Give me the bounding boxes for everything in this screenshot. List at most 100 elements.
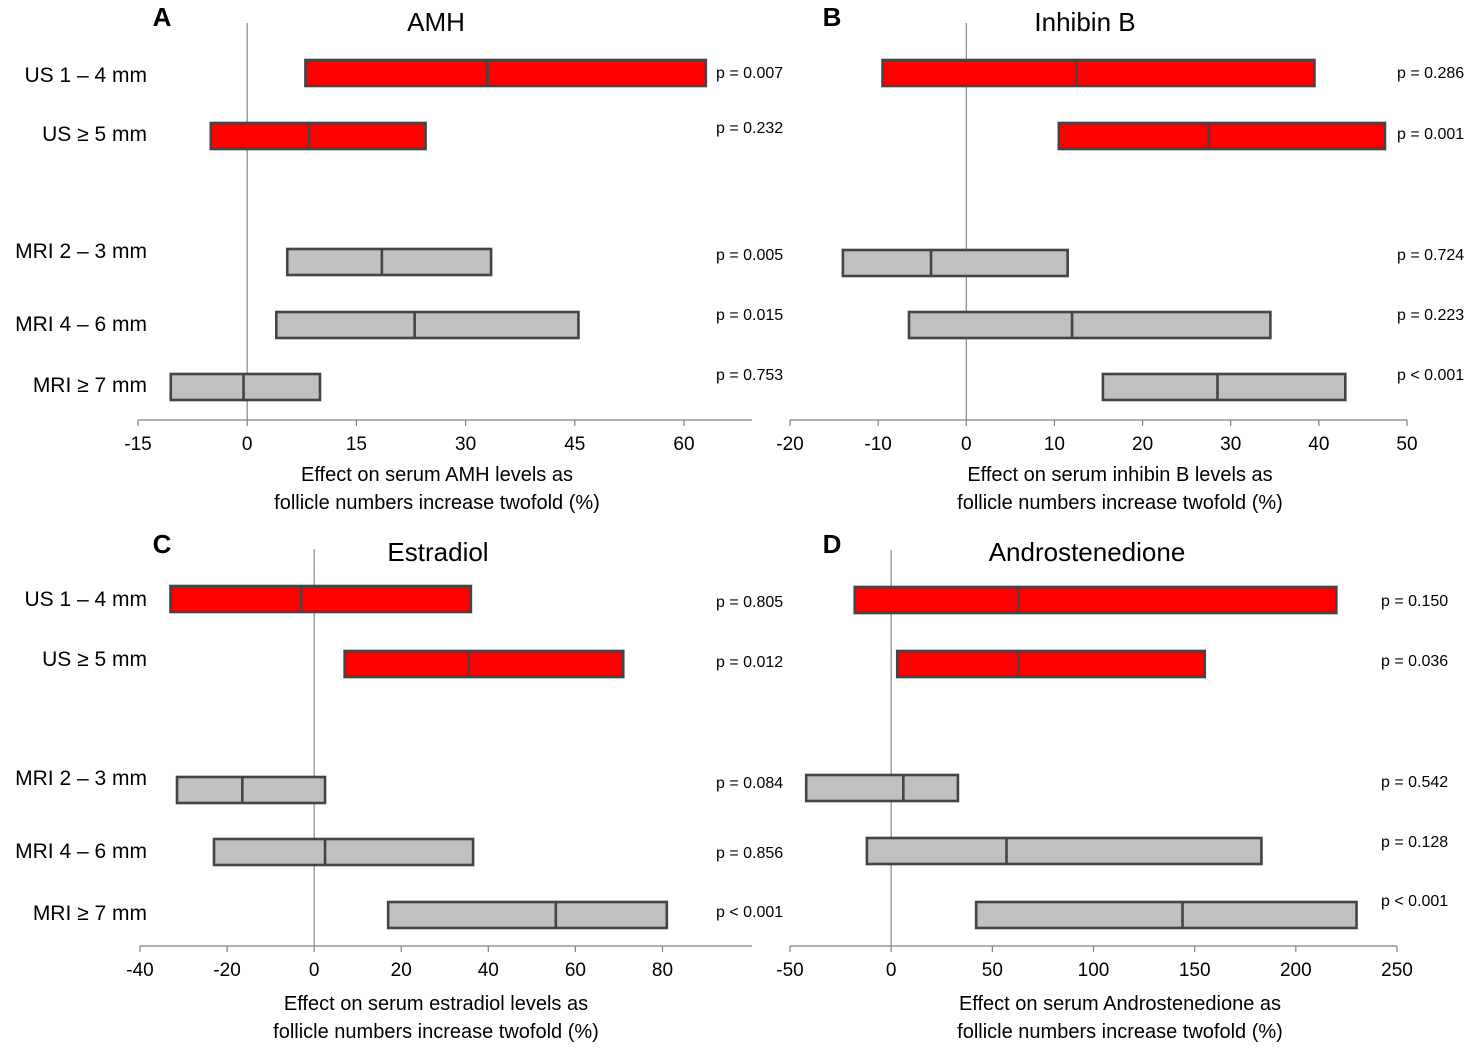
panel-title: Androstenedione	[989, 537, 1186, 567]
mri-ci-bar	[386, 900, 669, 930]
p-value-label: p = 0.542	[1381, 774, 1448, 791]
us-ci-bar	[169, 584, 473, 614]
x-tick-label: 45	[564, 434, 585, 455]
p-value-label: p = 0.007	[716, 65, 783, 82]
row-label: US 1 – 4 mm	[24, 588, 147, 611]
x-tick-label: 20	[1132, 434, 1153, 455]
x-tick-label: -20	[776, 434, 803, 455]
mri-ci-bar	[804, 773, 960, 803]
p-value-label: p = 0.856	[716, 845, 783, 862]
mri-ci-bar	[212, 837, 475, 867]
mri-ci-bar	[1101, 372, 1347, 402]
x-tick-label: 50	[982, 960, 1003, 981]
us-ci-bar	[853, 585, 1338, 615]
x-tick-label: 50	[1396, 434, 1417, 455]
us-ci-bar	[881, 58, 1316, 88]
row-label: US 1 – 4 mm	[24, 64, 147, 87]
p-value-label: p = 0.150	[1381, 593, 1448, 610]
p-value-label: p < 0.001	[1397, 367, 1464, 384]
panel-letter: D	[823, 529, 842, 559]
row-label: MRI ≥ 7 mm	[33, 902, 147, 925]
panel-a: A AMH -15 0 15 30 45 60 Effect on serum AMH leve…	[15, 2, 783, 514]
p-value-label: p = 0.036	[1381, 653, 1448, 670]
x-tick-label: -40	[126, 960, 153, 981]
panel-letter: A	[153, 2, 172, 32]
panel-title: Estradiol	[387, 537, 488, 567]
x-axis-label: follicle numbers increase twofold (%)	[957, 1021, 1283, 1043]
panel-b: B Inhibin B -20 -10 0 10 20 30 40 50 Effect on ser…	[776, 2, 1464, 514]
row-label: US ≥ 5 mm	[42, 648, 147, 671]
x-tick-label: 40	[1308, 434, 1329, 455]
x-tick-label: 0	[309, 960, 320, 981]
us-ci-bar	[895, 649, 1207, 679]
mri-ci-bar	[285, 247, 493, 277]
x-axis-label: Effect on serum estradiol levels as	[284, 993, 588, 1015]
p-value-label: p < 0.001	[716, 904, 783, 921]
p-value-label: p = 0.724	[1397, 247, 1464, 264]
p-value-label: p = 0.223	[1397, 307, 1464, 324]
row-label: MRI 4 – 6 mm	[15, 313, 147, 336]
x-tick-label: 0	[886, 960, 897, 981]
x-tick-label: -20	[213, 960, 240, 981]
mri-ci-bar	[974, 900, 1358, 930]
x-axis-label: Effect on serum Androstenedione as	[959, 993, 1281, 1015]
x-axis-label: Effect on serum inhibin B levels as	[967, 464, 1272, 486]
x-axis-label: Effect on serum AMH levels as	[301, 464, 573, 486]
panel-title: AMH	[407, 7, 465, 37]
row-label: MRI ≥ 7 mm	[33, 374, 147, 397]
panel-title: Inhibin B	[1034, 7, 1135, 37]
x-tick-label: 15	[346, 434, 367, 455]
p-value-label: p < 0.001	[1381, 893, 1448, 910]
x-axis-label: follicle numbers increase twofold (%)	[273, 1021, 599, 1043]
mri-ci-bar	[169, 372, 322, 402]
x-tick-label: 60	[673, 434, 694, 455]
x-tick-label: -50	[776, 960, 803, 981]
row-label: MRI 2 – 3 mm	[15, 240, 147, 263]
panel-letter: C	[153, 529, 172, 559]
p-value-label: p = 0.084	[716, 775, 783, 792]
us-ci-bar	[209, 121, 427, 151]
x-axis-label: follicle numbers increase twofold (%)	[957, 492, 1283, 514]
x-tick-label: 30	[1220, 434, 1241, 455]
p-value-label: p = 0.232	[716, 120, 783, 137]
x-tick-label: -15	[124, 434, 151, 455]
x-tick-label: 20	[391, 960, 412, 981]
x-tick-label: 30	[455, 434, 476, 455]
p-value-label: p = 0.001	[1397, 126, 1464, 143]
us-ci-bar	[304, 58, 708, 88]
mri-ci-bar	[841, 248, 1069, 278]
p-value-label: p = 0.805	[716, 594, 783, 611]
panel-d: D Androstenedione -50 0 50 100 150 200 250 Effect…	[776, 529, 1448, 1043]
x-tick-label: 0	[242, 434, 253, 455]
x-tick-label: 40	[478, 960, 499, 981]
p-value-label: p = 0.005	[716, 247, 783, 264]
panel-c: C Estradiol -40 -20 0 20 40 60 80 Effect on serum…	[15, 529, 783, 1043]
x-tick-label: 80	[652, 960, 673, 981]
x-tick-label: 10	[1044, 434, 1065, 455]
us-ci-bar	[1057, 121, 1387, 151]
mri-ci-bar	[865, 836, 1263, 866]
x-tick-label: -10	[864, 434, 891, 455]
x-tick-label: 250	[1381, 960, 1413, 981]
us-ci-bar	[343, 649, 625, 679]
x-tick-label: 0	[961, 434, 972, 455]
panel-letter: B	[823, 2, 842, 32]
x-tick-label: 150	[1179, 960, 1211, 981]
row-label: US ≥ 5 mm	[42, 123, 147, 146]
p-value-label: p = 0.012	[716, 654, 783, 671]
mri-ci-bar	[275, 310, 580, 340]
x-tick-label: 60	[565, 960, 586, 981]
x-axis-label: follicle numbers increase twofold (%)	[274, 492, 600, 514]
x-tick-label: 100	[1078, 960, 1110, 981]
row-label: MRI 4 – 6 mm	[15, 840, 147, 863]
mri-ci-bar	[175, 775, 327, 805]
p-value-label: p = 0.286	[1397, 65, 1464, 82]
p-value-label: p = 0.753	[716, 367, 783, 384]
row-label: MRI 2 – 3 mm	[15, 767, 147, 790]
mri-ci-bar	[907, 310, 1272, 340]
x-tick-label: 200	[1280, 960, 1312, 981]
p-value-label: p = 0.128	[1381, 834, 1448, 851]
p-value-label: p = 0.015	[716, 307, 783, 324]
